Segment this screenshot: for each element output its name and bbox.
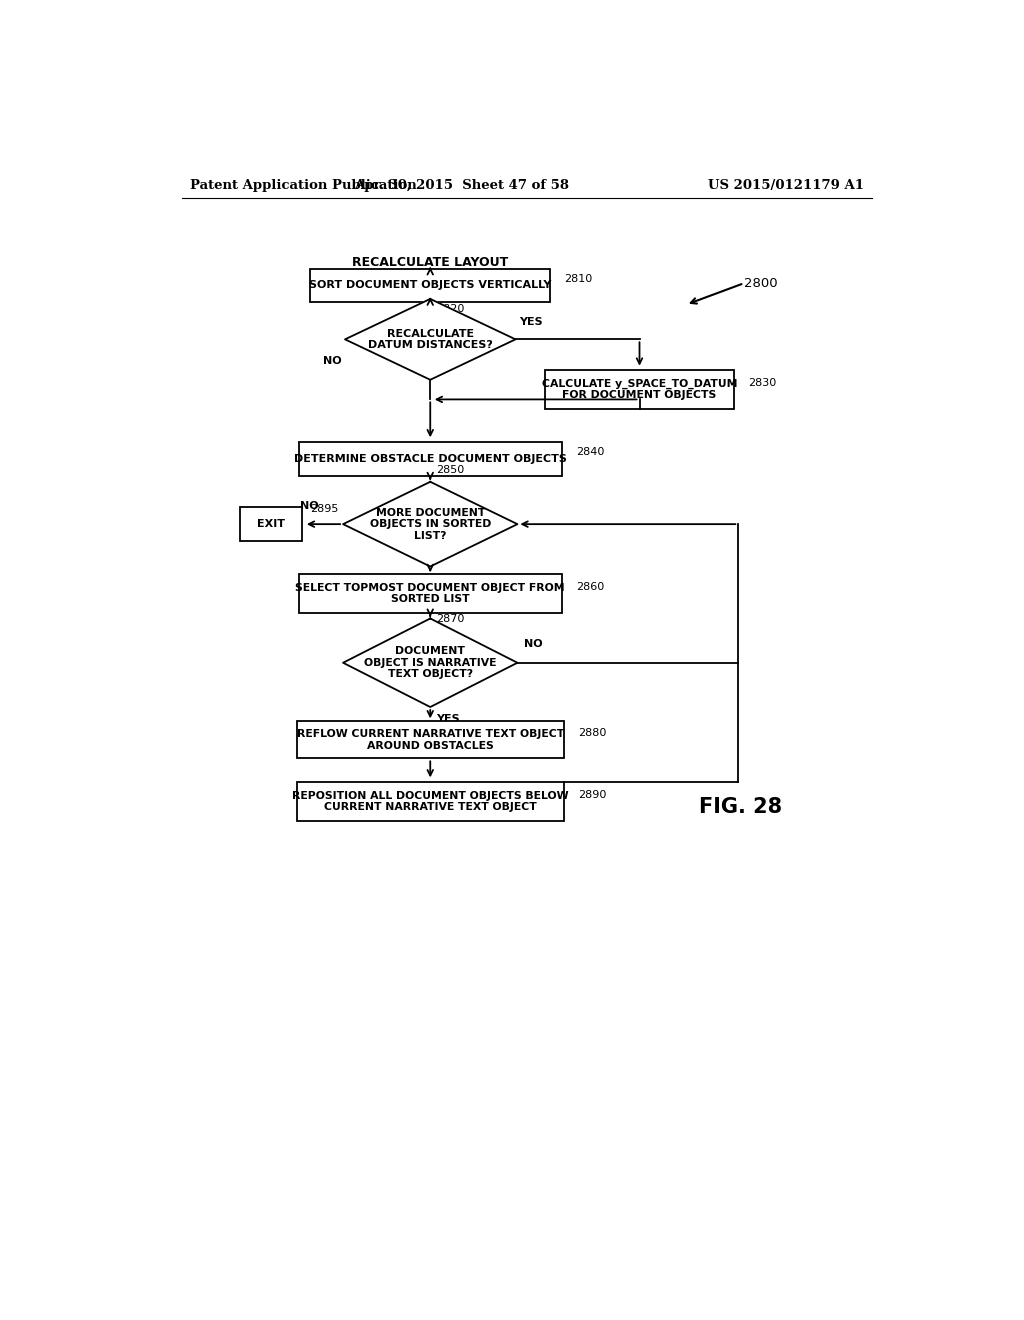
Text: Apr. 30, 2015  Sheet 47 of 58: Apr. 30, 2015 Sheet 47 of 58 xyxy=(353,178,568,191)
Text: YES: YES xyxy=(519,318,543,327)
Bar xyxy=(545,370,734,409)
Text: 2840: 2840 xyxy=(575,447,604,457)
Text: 2870: 2870 xyxy=(436,614,465,624)
Text: 2880: 2880 xyxy=(578,727,606,738)
Text: 2860: 2860 xyxy=(575,582,604,591)
Bar xyxy=(299,574,562,612)
Text: 2820: 2820 xyxy=(436,304,465,314)
Bar xyxy=(299,442,562,475)
Text: 2890: 2890 xyxy=(578,789,606,800)
Text: YES: YES xyxy=(436,714,460,725)
Polygon shape xyxy=(343,619,517,708)
Text: US 2015/0121179 A1: US 2015/0121179 A1 xyxy=(709,178,864,191)
Text: YES: YES xyxy=(436,574,460,583)
Text: 2895: 2895 xyxy=(310,504,339,513)
Text: 2800: 2800 xyxy=(744,277,778,289)
Text: NO: NO xyxy=(523,639,543,649)
Text: RECALCULATE LAYOUT: RECALCULATE LAYOUT xyxy=(352,256,508,269)
Text: 2810: 2810 xyxy=(564,273,593,284)
Text: NO: NO xyxy=(300,500,319,511)
Text: DOCUMENT
OBJECT IS NARRATIVE
TEXT OBJECT?: DOCUMENT OBJECT IS NARRATIVE TEXT OBJECT… xyxy=(364,647,497,680)
Text: CALCULATE y_SPACE_TO_DATUM
FOR DOCUMENT OBJECTS: CALCULATE y_SPACE_TO_DATUM FOR DOCUMENT … xyxy=(542,379,737,400)
Text: REFLOW CURRENT NARRATIVE TEXT OBJECT
AROUND OBSTACLES: REFLOW CURRENT NARRATIVE TEXT OBJECT ARO… xyxy=(297,729,564,751)
Text: FIG. 28: FIG. 28 xyxy=(698,797,781,817)
Text: 2850: 2850 xyxy=(436,465,465,475)
Text: Patent Application Publication: Patent Application Publication xyxy=(190,178,417,191)
Text: MORE DOCUMENT
OBJECTS IN SORTED
LIST?: MORE DOCUMENT OBJECTS IN SORTED LIST? xyxy=(370,508,490,541)
Polygon shape xyxy=(343,482,517,566)
Bar xyxy=(297,721,564,759)
Text: REPOSITION ALL DOCUMENT OBJECTS BELOW
CURRENT NARRATIVE TEXT OBJECT: REPOSITION ALL DOCUMENT OBJECTS BELOW CU… xyxy=(292,791,568,812)
Bar xyxy=(297,781,564,821)
Bar xyxy=(310,268,550,302)
Text: 2830: 2830 xyxy=(749,378,776,388)
Text: NO: NO xyxy=(323,356,341,367)
Bar xyxy=(241,507,302,541)
Text: EXIT: EXIT xyxy=(257,519,286,529)
Text: DETERMINE OBSTACLE DOCUMENT OBJECTS: DETERMINE OBSTACLE DOCUMENT OBJECTS xyxy=(294,454,566,463)
Polygon shape xyxy=(345,298,515,380)
Text: SELECT TOPMOST DOCUMENT OBJECT FROM
SORTED LIST: SELECT TOPMOST DOCUMENT OBJECT FROM SORT… xyxy=(296,582,565,605)
Text: SORT DOCUMENT OBJECTS VERTICALLY: SORT DOCUMENT OBJECTS VERTICALLY xyxy=(309,280,552,290)
Text: RECALCULATE
DATUM DISTANCES?: RECALCULATE DATUM DISTANCES? xyxy=(368,329,493,350)
